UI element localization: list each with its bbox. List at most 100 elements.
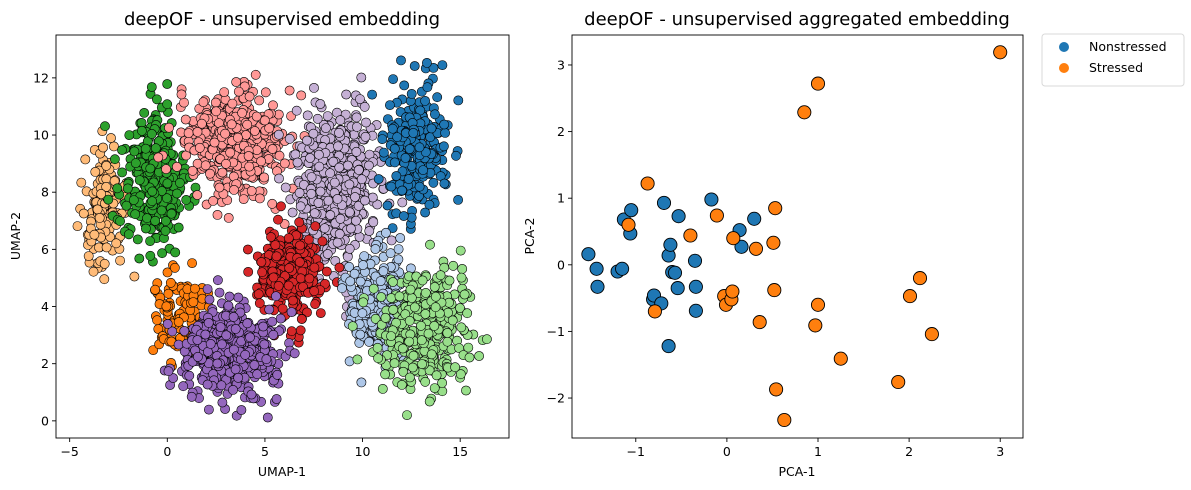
cluster-purple-point [237,405,246,414]
cluster-pink-point [211,98,220,107]
cluster-lilac-point [295,188,304,197]
right-x-tick-label: −1 [627,444,645,459]
cluster-pink-point [228,99,237,108]
cluster-red-point [243,245,252,254]
cluster-lightgreen-point [421,377,430,386]
cluster-red-point [273,215,282,224]
cluster-lightgreen-point [431,303,440,312]
cluster-pink-point [234,87,243,96]
cluster-lightgreen-point [460,290,469,299]
cluster-pink-point [212,107,221,116]
cluster-pink-point [245,92,254,101]
cluster-purple-point [276,314,285,323]
cluster-blue-point [440,179,449,188]
cluster-lilac-point [355,232,364,241]
right-x-tick-label: 0 [723,444,731,459]
cluster-purple-point [231,365,240,374]
legend-marker-nonstressed [1059,42,1069,52]
cluster-red-point [284,281,293,290]
cluster-blue-point [388,124,397,133]
cluster-lightblue-point [360,252,369,261]
cluster-blue-point [441,128,450,137]
cluster-purple-point [290,349,299,358]
cluster-purple-point [215,288,224,297]
cluster-green-dark-point [124,230,133,239]
cluster-red-point [295,218,304,227]
cluster-purple-point [180,326,189,335]
cluster-pink-point [201,161,210,170]
legend-label-nonstressed: Nonstressed [1089,39,1167,54]
cluster-purple-point [262,355,271,364]
cluster-lightgreen-point [408,363,417,372]
legend: Nonstressed Stressed [1042,34,1184,86]
cluster-red-point [296,326,305,335]
cluster-lightgreen-point [410,303,419,312]
cluster-lightgreen-point [448,316,457,325]
cluster-purple-point [268,317,277,326]
point-stressed [767,236,780,249]
cluster-lightgreen-point [430,321,439,330]
cluster-lightblue-point [394,245,403,254]
cluster-orange-light-point [99,143,108,152]
cluster-lilac-point [361,132,370,141]
cluster-purple-point [163,319,172,328]
cluster-blue-point [405,144,414,153]
cluster-pink-point [218,168,227,177]
cluster-pink-point [181,115,190,124]
right-y-tick-label: 2 [557,124,565,139]
cluster-lilac-point [333,194,342,203]
cluster-green-dark-point [104,195,113,204]
cluster-green-dark-point [146,237,155,246]
cluster-pink-point [252,112,261,121]
legend-label-stressed: Stressed [1089,60,1143,75]
cluster-purple-point [263,413,272,422]
cluster-blue-point [404,174,413,183]
cluster-green-dark-point [135,254,144,263]
cluster-pink-point [297,91,306,100]
cluster-red-point [269,273,278,282]
point-stressed [641,177,654,190]
cluster-purple-point [271,292,280,301]
cluster-orange-point [174,317,183,326]
cluster-lightgreen-point [465,353,474,362]
cluster-lightgreen-point [378,384,387,393]
cluster-purple-point [260,340,269,349]
point-stressed [753,316,766,329]
cluster-purple-point [204,405,213,414]
cluster-lightgreen-point [430,384,439,393]
cluster-red-point [295,258,304,267]
cluster-lightblue-point [356,277,365,286]
cluster-lightblue-point [358,261,367,270]
left-y-tick-label: 0 [41,413,49,428]
cluster-green-dark-point [175,178,184,187]
cluster-green-dark-point [141,144,150,153]
cluster-lilac-point [307,173,316,182]
cluster-red-point [311,222,320,231]
cluster-red-point [304,235,313,244]
cluster-purple-point [193,352,202,361]
cluster-green-dark-point [100,122,109,131]
cluster-pink-point [268,144,277,153]
cluster-green-dark-point [158,249,167,258]
cluster-pink-point [215,183,224,192]
cluster-lightgreen-point [418,360,427,369]
cluster-lightgreen-point [409,351,418,360]
cluster-orange-light-point [91,167,100,176]
point-nonstressed [664,238,677,251]
cluster-pink-point [268,199,277,208]
point-stressed [798,106,811,119]
cluster-lightblue-point [337,284,346,293]
cluster-green-dark-point [167,209,176,218]
cluster-orange-light-point [73,222,82,231]
cluster-purple-point [265,305,274,314]
cluster-green-dark-point [146,251,155,260]
point-stressed [770,383,783,396]
cluster-lightgreen-point [348,322,357,331]
point-stressed [749,242,762,255]
left-x-tick-label: 15 [452,444,468,459]
cluster-lilac-point [334,128,343,137]
cluster-red-point [297,314,306,323]
cluster-blue-point [407,89,416,98]
cluster-purple-point [213,276,222,285]
cluster-red-point [255,299,264,308]
